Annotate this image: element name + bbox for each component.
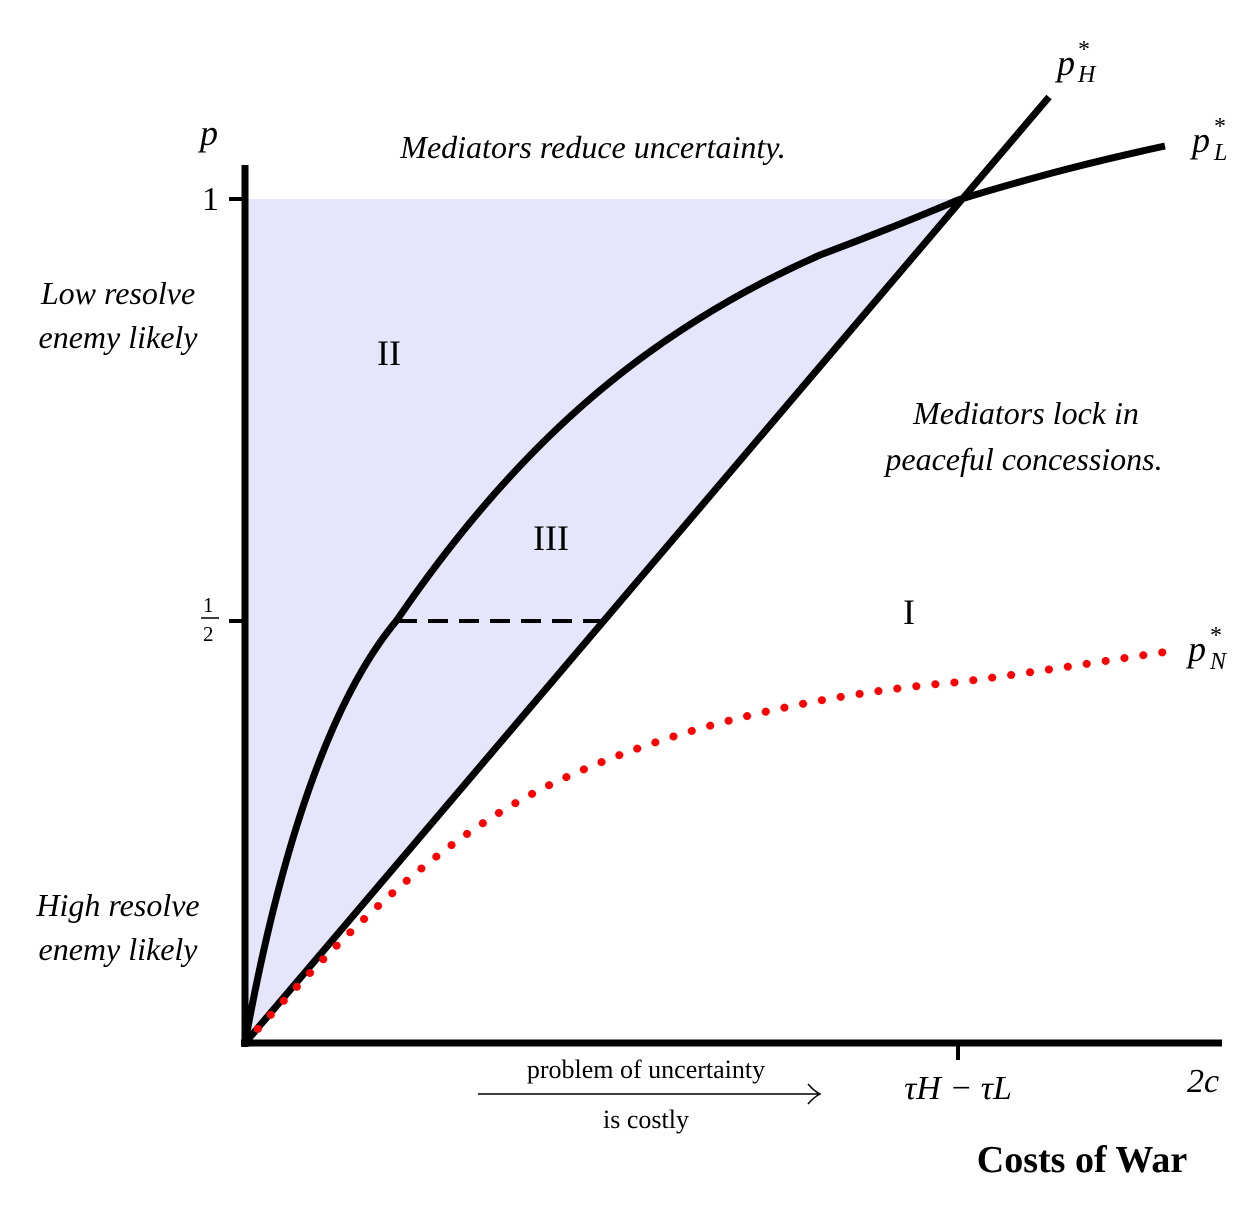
- x-tick-label-mid: τH − τL: [904, 1070, 1012, 1107]
- svg-text:*: *: [1214, 114, 1226, 140]
- region-label-III: III: [533, 518, 569, 558]
- svg-text:p: p: [1185, 629, 1206, 669]
- label-pH: p * H: [1054, 37, 1097, 88]
- svg-text:L: L: [1213, 140, 1227, 166]
- x-tick-label-end: 2c: [1187, 1063, 1219, 1100]
- svg-text:*: *: [1078, 37, 1090, 63]
- high-resolve-line-2: enemy likely: [39, 931, 199, 967]
- cost-arrow-head: [807, 1083, 822, 1105]
- region-label-II: II: [377, 333, 401, 373]
- low-resolve-line-1: Low resolve: [40, 275, 195, 311]
- y-tick-label-half-num: 1: [203, 593, 214, 617]
- svg-text:N: N: [1209, 649, 1228, 675]
- y-axis-symbol: p: [197, 113, 218, 153]
- svg-text:p: p: [1054, 43, 1075, 83]
- x-axis-title: Costs of War: [977, 1139, 1188, 1181]
- svg-text:p: p: [1189, 120, 1210, 160]
- region-label-I: I: [903, 592, 915, 632]
- right-annotation-line-1: Mediators lock in: [912, 395, 1139, 431]
- top-annotation: Mediators reduce uncertainty.: [399, 129, 785, 165]
- right-annotation-line-2: peaceful concessions.: [883, 441, 1162, 477]
- svg-text:*: *: [1210, 623, 1222, 649]
- y-tick-label-half-den: 2: [203, 622, 214, 646]
- y-tick-label-1: 1: [202, 181, 219, 218]
- label-pN: p * N: [1185, 623, 1228, 675]
- low-resolve-line-2: enemy likely: [39, 319, 199, 355]
- high-resolve-line-1: High resolve: [35, 887, 199, 923]
- label-pL: p * L: [1189, 114, 1227, 166]
- arrow-text-line-2: is costly: [603, 1105, 689, 1134]
- svg-text:H: H: [1077, 62, 1097, 88]
- curve-pL: [241, 142, 1166, 1044]
- curve-pH: [242, 94, 1052, 1046]
- curve-pN: [241, 648, 1169, 1047]
- arrow-text-line-1: problem of uncertainty: [527, 1055, 765, 1084]
